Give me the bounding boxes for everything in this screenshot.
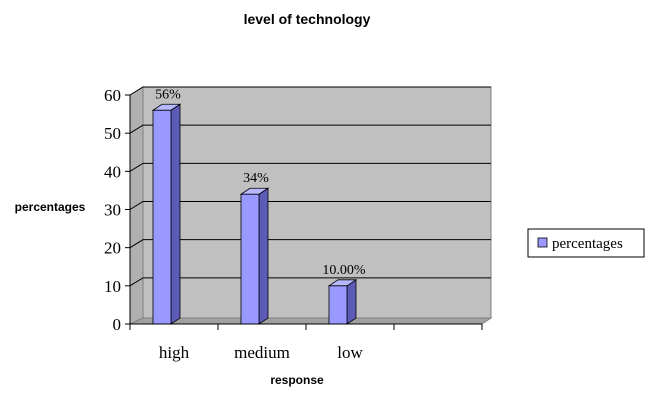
bar: [239, 187, 270, 325]
bar-front: [152, 109, 172, 325]
bar-side: [170, 103, 181, 325]
chart-title: level of technology: [244, 11, 371, 27]
x-axis: high medium low: [129, 323, 483, 362]
data-label: 56%: [155, 87, 181, 102]
data-labels: 56% 34% 10.00%: [155, 87, 366, 278]
data-label: 10.00%: [322, 263, 366, 278]
y-tick-label: 10: [104, 277, 121, 296]
gridline: [129, 239, 491, 249]
legend-label: percentages: [552, 236, 623, 252]
data-label: 34%: [243, 171, 269, 186]
bar-side: [346, 279, 357, 325]
gridline: [129, 162, 491, 172]
x-category-label: low: [337, 343, 363, 362]
y-tick-label: 60: [104, 86, 121, 105]
y-tick-label: 40: [104, 162, 121, 181]
y-tick-label: 20: [104, 239, 121, 258]
x-category-label: high: [159, 343, 190, 362]
bar-front: [240, 193, 260, 325]
x-axis-title: response: [270, 373, 324, 387]
legend: percentages: [527, 228, 645, 258]
y-axis: 0 10 20 30 40 50 60: [104, 86, 131, 334]
gridline: [129, 201, 491, 210]
y-tick-label: 0: [113, 315, 122, 334]
y-tick-label: 50: [104, 124, 121, 143]
gridline: [129, 124, 491, 134]
gridlines: [129, 86, 491, 287]
gridline: [129, 277, 491, 287]
bar: [151, 103, 182, 325]
legend-swatch: [537, 237, 548, 248]
x-category-label: medium: [234, 343, 290, 362]
bars: [151, 103, 358, 325]
gridline: [129, 86, 491, 96]
bar: [327, 279, 358, 325]
y-axis-title: percentages: [15, 200, 86, 214]
y-tick-label: 30: [104, 201, 121, 220]
plot-floor: [128, 317, 493, 325]
bar-side: [258, 187, 269, 325]
plot-back-wall: [142, 86, 492, 319]
bar-front: [328, 285, 348, 325]
